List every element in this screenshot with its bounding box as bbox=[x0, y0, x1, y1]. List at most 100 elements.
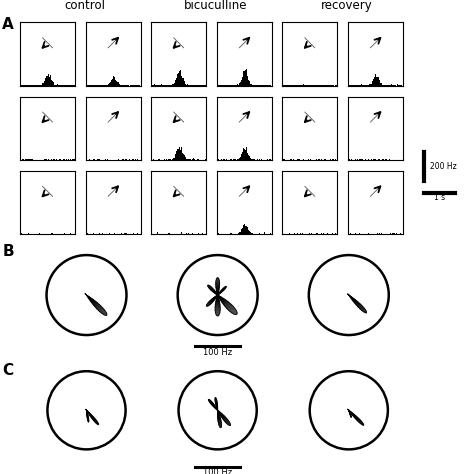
Bar bbox=[114, 74, 115, 85]
Bar bbox=[239, 232, 240, 234]
Polygon shape bbox=[85, 293, 107, 315]
Bar bbox=[178, 149, 179, 160]
Bar bbox=[298, 159, 299, 160]
Bar bbox=[240, 82, 241, 85]
Bar bbox=[99, 233, 100, 234]
Bar bbox=[245, 70, 246, 85]
Bar bbox=[396, 233, 397, 234]
Bar bbox=[193, 158, 194, 160]
Bar bbox=[282, 159, 283, 160]
Bar bbox=[186, 233, 187, 234]
Bar bbox=[371, 83, 372, 85]
Polygon shape bbox=[86, 409, 99, 425]
Bar bbox=[192, 233, 193, 234]
Bar bbox=[111, 80, 112, 85]
Bar bbox=[99, 159, 100, 160]
Bar bbox=[250, 83, 251, 85]
Bar bbox=[269, 159, 270, 160]
Polygon shape bbox=[215, 398, 218, 411]
Bar bbox=[224, 159, 225, 160]
Bar bbox=[98, 159, 99, 160]
Bar bbox=[242, 152, 243, 160]
Bar bbox=[94, 159, 95, 160]
Polygon shape bbox=[217, 409, 230, 426]
Bar bbox=[394, 233, 395, 234]
Bar bbox=[69, 84, 70, 85]
Bar bbox=[311, 233, 312, 234]
Bar bbox=[175, 154, 176, 160]
Bar bbox=[248, 80, 249, 85]
Bar bbox=[316, 233, 317, 234]
Text: bicuculline: bicuculline bbox=[184, 0, 247, 12]
Bar bbox=[188, 233, 189, 234]
Bar bbox=[400, 233, 401, 234]
Bar bbox=[251, 84, 252, 85]
Bar bbox=[244, 224, 245, 234]
Bar bbox=[101, 233, 102, 234]
Bar bbox=[125, 159, 126, 160]
Bar bbox=[137, 159, 138, 160]
Bar bbox=[57, 84, 58, 85]
Bar bbox=[29, 159, 30, 160]
Bar bbox=[316, 159, 317, 160]
Bar bbox=[190, 159, 191, 160]
Bar bbox=[181, 232, 182, 234]
Bar bbox=[187, 84, 188, 85]
Bar bbox=[180, 150, 181, 160]
Bar bbox=[30, 233, 31, 234]
Bar bbox=[102, 159, 103, 160]
Bar bbox=[72, 159, 73, 160]
Bar bbox=[379, 233, 380, 234]
Bar bbox=[241, 80, 242, 85]
Bar bbox=[379, 80, 380, 85]
Bar bbox=[223, 159, 224, 160]
Bar bbox=[124, 233, 125, 234]
Bar bbox=[187, 159, 188, 160]
Bar bbox=[376, 77, 377, 85]
Bar bbox=[370, 84, 371, 85]
Bar bbox=[113, 76, 114, 85]
Bar bbox=[247, 76, 248, 85]
Bar bbox=[242, 228, 243, 234]
Bar bbox=[43, 83, 44, 85]
Bar bbox=[19, 158, 20, 160]
Bar bbox=[39, 233, 40, 234]
Bar bbox=[237, 84, 238, 85]
Polygon shape bbox=[208, 285, 219, 296]
Bar bbox=[70, 233, 71, 234]
Bar bbox=[233, 159, 234, 160]
Bar bbox=[199, 233, 200, 234]
Bar bbox=[119, 84, 120, 85]
Bar bbox=[241, 229, 242, 234]
Bar bbox=[205, 159, 206, 160]
Bar bbox=[199, 159, 200, 160]
Bar bbox=[247, 153, 248, 160]
Bar bbox=[372, 81, 373, 85]
Bar bbox=[321, 233, 322, 234]
Bar bbox=[375, 74, 376, 85]
Bar bbox=[259, 233, 260, 234]
Bar bbox=[51, 159, 52, 160]
Bar bbox=[169, 233, 170, 234]
Bar bbox=[303, 84, 304, 85]
Bar bbox=[247, 227, 248, 234]
Bar bbox=[332, 233, 333, 234]
Bar bbox=[32, 159, 33, 160]
Bar bbox=[377, 77, 378, 85]
Bar bbox=[114, 159, 115, 160]
Bar bbox=[177, 149, 178, 160]
Bar bbox=[53, 159, 54, 160]
Bar bbox=[133, 233, 134, 234]
Text: 100 Hz: 100 Hz bbox=[203, 468, 232, 474]
Bar bbox=[47, 76, 48, 85]
Polygon shape bbox=[217, 294, 237, 315]
Bar bbox=[250, 232, 251, 234]
Bar bbox=[179, 147, 180, 160]
Bar bbox=[246, 76, 247, 85]
Bar bbox=[237, 159, 238, 160]
Bar bbox=[50, 75, 51, 85]
Bar bbox=[230, 233, 231, 234]
Polygon shape bbox=[209, 399, 219, 411]
Bar bbox=[173, 82, 174, 85]
Bar bbox=[174, 82, 175, 85]
